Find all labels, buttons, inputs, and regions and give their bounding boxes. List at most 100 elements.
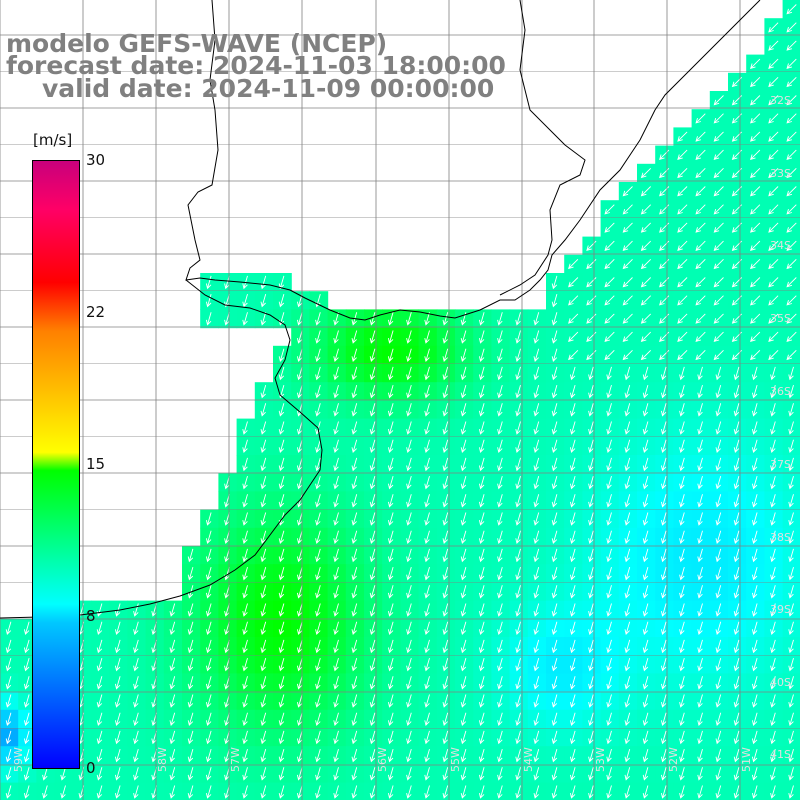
wind-arrow bbox=[369, 566, 376, 581]
wind-arrow bbox=[315, 748, 321, 763]
wind-arrow bbox=[114, 767, 121, 781]
wind-arrow bbox=[642, 785, 649, 799]
wind-arrow bbox=[751, 785, 758, 799]
wind-arrow bbox=[768, 186, 779, 197]
wind-arrow bbox=[369, 548, 376, 563]
wind-arrow bbox=[296, 767, 303, 781]
wind-arrow bbox=[333, 421, 339, 435]
wind-arrow bbox=[640, 295, 652, 306]
wind-arrow bbox=[533, 530, 540, 544]
wind-arrow bbox=[695, 204, 706, 215]
wind-arrow bbox=[387, 421, 394, 435]
wind-arrow bbox=[679, 603, 685, 617]
wind-arrow bbox=[460, 439, 467, 453]
wind-arrow bbox=[770, 676, 776, 690]
wind-arrow bbox=[624, 712, 631, 726]
wind-arrow bbox=[715, 712, 722, 726]
wind-arrow bbox=[588, 494, 594, 508]
wind-arrow bbox=[751, 384, 758, 399]
wind-arrow bbox=[369, 384, 376, 399]
wind-arrow bbox=[642, 439, 649, 453]
wind-arrow bbox=[640, 277, 652, 288]
wind-arrow bbox=[569, 585, 576, 599]
wind-arrow bbox=[750, 95, 761, 106]
wind-arrow bbox=[768, 149, 779, 160]
wind-arrow bbox=[260, 603, 267, 617]
wind-arrow bbox=[606, 403, 612, 417]
wind-arrow bbox=[60, 785, 66, 799]
wind-arrow bbox=[660, 712, 667, 726]
wind-arrow bbox=[533, 312, 540, 326]
wind-arrow bbox=[697, 403, 703, 417]
wind-arrow bbox=[442, 585, 449, 599]
wind-arrow bbox=[169, 603, 176, 617]
wind-arrow bbox=[333, 457, 339, 472]
wind-arrow bbox=[387, 494, 394, 508]
wind-arrow bbox=[23, 748, 30, 763]
wind-arrow bbox=[660, 694, 667, 708]
wind-arrow bbox=[642, 457, 649, 472]
wind-arrow bbox=[406, 639, 412, 654]
wind-cell bbox=[782, 782, 800, 800]
wind-arrow bbox=[5, 621, 12, 635]
wind-arrow bbox=[733, 439, 740, 453]
wind-arrow bbox=[406, 748, 412, 763]
wind-arrow bbox=[606, 494, 612, 508]
wind-arrow bbox=[588, 657, 594, 672]
wind-arrow bbox=[187, 748, 194, 763]
wind-arrow bbox=[406, 366, 412, 381]
wind-arrow bbox=[624, 694, 631, 708]
wind-arrow bbox=[260, 694, 267, 708]
wind-arrow bbox=[660, 748, 667, 763]
wind-arrow bbox=[588, 384, 594, 399]
wind-arrow bbox=[333, 603, 339, 617]
wind-arrow bbox=[205, 530, 212, 544]
wind-arrow bbox=[533, 712, 540, 726]
wind-arrow bbox=[786, 4, 797, 15]
lat-label: 39S bbox=[770, 603, 791, 616]
wind-arrow bbox=[695, 167, 706, 179]
wind-arrow bbox=[606, 694, 612, 708]
wind-arrow bbox=[497, 712, 503, 726]
wind-arrow bbox=[169, 676, 176, 690]
wind-arrow bbox=[588, 403, 594, 417]
wind-arrow bbox=[713, 131, 724, 142]
wind-arrow bbox=[315, 730, 321, 745]
wind-arrow bbox=[569, 475, 576, 490]
wind-arrow bbox=[733, 603, 740, 617]
wind-arrow bbox=[205, 548, 212, 563]
wind-arrow bbox=[23, 730, 30, 745]
wind-arrow bbox=[387, 512, 394, 526]
wind-arrow bbox=[497, 657, 503, 672]
wind-arrow bbox=[551, 293, 558, 308]
wind-arrow bbox=[296, 748, 303, 763]
wind-arrow bbox=[588, 548, 594, 563]
wind-arrow bbox=[406, 348, 412, 362]
wind-arrow bbox=[697, 639, 703, 654]
wind-arrow bbox=[660, 730, 667, 745]
wind-arrow bbox=[697, 657, 703, 672]
wind-arrow bbox=[205, 275, 212, 290]
wind-arrow bbox=[586, 349, 597, 361]
wind-arrow bbox=[679, 403, 685, 417]
wind-arrow bbox=[387, 384, 394, 399]
wind-arrow bbox=[551, 275, 558, 290]
wind-arrow bbox=[642, 366, 649, 381]
wind-arrow bbox=[351, 548, 358, 563]
wind-arrow bbox=[515, 348, 521, 362]
wind-arrow bbox=[442, 384, 449, 399]
wind-arrow bbox=[478, 384, 485, 399]
wind-arrow bbox=[497, 439, 503, 453]
wind-arrow bbox=[497, 621, 503, 635]
wind-arrow bbox=[351, 348, 358, 362]
wind-arrow bbox=[515, 548, 521, 563]
wind-arrow bbox=[406, 530, 412, 544]
wind-arrow bbox=[242, 530, 248, 544]
wind-arrow bbox=[406, 730, 412, 745]
wind-arrow bbox=[533, 403, 540, 417]
wind-arrow bbox=[315, 712, 321, 726]
wind-arrow bbox=[733, 475, 740, 490]
wind-arrow bbox=[533, 457, 540, 472]
wind-arrow bbox=[586, 258, 597, 270]
wind-arrow bbox=[713, 240, 724, 251]
